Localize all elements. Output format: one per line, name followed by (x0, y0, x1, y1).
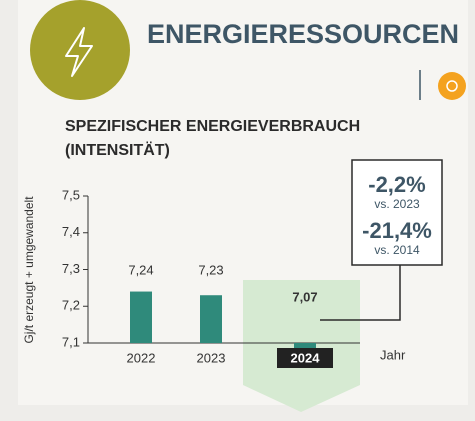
connector (320, 265, 401, 321)
bar (130, 291, 152, 343)
chart-subtitle: SPEZIFISCHER ENERGIEVERBRAUCH (INTENSITÄT… (65, 118, 360, 159)
value-label: 7,23 (198, 262, 223, 277)
chart-title: ENERGIERESSOURCEN (147, 19, 459, 49)
y-tick-label: 7,1 (62, 334, 80, 349)
x-axis-label: Jahr (380, 347, 406, 362)
x-tick-label: 2022 (127, 350, 156, 365)
value-label: 7,24 (128, 262, 153, 277)
bar (200, 295, 222, 343)
y-tick-label: 7,4 (62, 224, 80, 239)
y-tick-label: 7,5 (62, 187, 80, 202)
annotation-box (351, 159, 443, 266)
y-tick-label: 7,2 (62, 298, 80, 313)
annotation: vs. 2014 (374, 243, 420, 257)
sun-icon (446, 80, 458, 92)
x-tick-label: 2024 (291, 350, 321, 365)
y-axis-label: Gj/t erzeugt + umgewandelt (22, 196, 36, 344)
value-label: 7,07 (292, 289, 317, 304)
badge (30, 0, 130, 100)
x-tick-label: 2023 (197, 350, 226, 365)
plot: 7,1 7,2 7,3 7,4 7,5 7,24 2022 7,23 2023 7,07 2024 (62, 187, 360, 368)
x-tick-highlight (277, 348, 333, 368)
annotation: vs. 2023 (374, 197, 420, 211)
sun-badge (438, 72, 466, 100)
annotation: -2,2% (368, 172, 425, 197)
annotation: -21,4% (362, 218, 432, 243)
y-tick-label: 7,3 (62, 261, 80, 276)
lightning-icon (65, 27, 93, 77)
